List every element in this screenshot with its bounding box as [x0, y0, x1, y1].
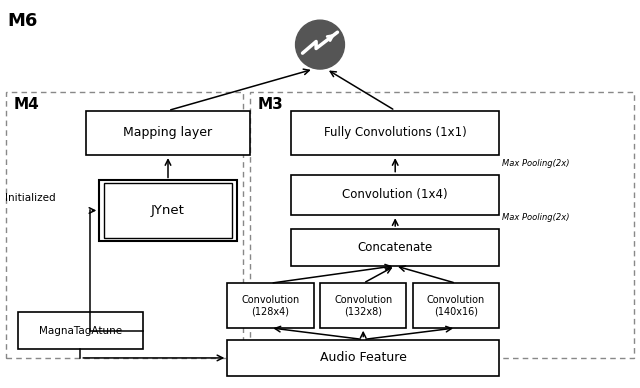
- FancyBboxPatch shape: [99, 180, 237, 241]
- FancyBboxPatch shape: [291, 175, 499, 215]
- FancyBboxPatch shape: [227, 340, 499, 376]
- Text: JYnet: JYnet: [151, 204, 185, 217]
- Text: Initialized: Initialized: [5, 193, 56, 203]
- Text: MagnaTagAtune: MagnaTagAtune: [39, 326, 122, 336]
- FancyBboxPatch shape: [291, 111, 499, 155]
- Text: Convolution
(128x4): Convolution (128x4): [241, 295, 300, 316]
- Text: M4: M4: [14, 97, 40, 112]
- FancyBboxPatch shape: [18, 312, 143, 349]
- Text: Fully Convolutions (1x1): Fully Convolutions (1x1): [324, 126, 467, 139]
- FancyBboxPatch shape: [320, 283, 406, 328]
- Bar: [250, 92, 634, 358]
- Text: M3: M3: [257, 97, 283, 112]
- Text: Max Pooling(2x): Max Pooling(2x): [502, 213, 570, 222]
- FancyBboxPatch shape: [291, 229, 499, 266]
- Text: Audio Feature: Audio Feature: [320, 352, 406, 364]
- Ellipse shape: [296, 20, 344, 69]
- Bar: [6, 92, 243, 358]
- Text: Concatenate: Concatenate: [358, 241, 433, 254]
- FancyBboxPatch shape: [86, 111, 250, 155]
- Text: Convolution
(132x8): Convolution (132x8): [334, 295, 392, 316]
- Text: Convolution (1x4): Convolution (1x4): [342, 189, 448, 201]
- Text: M6: M6: [8, 12, 38, 29]
- FancyBboxPatch shape: [413, 283, 499, 328]
- Text: Mapping layer: Mapping layer: [124, 126, 212, 139]
- FancyBboxPatch shape: [227, 283, 314, 328]
- Text: Max Pooling(2x): Max Pooling(2x): [502, 159, 570, 168]
- Text: Convolution
(140x16): Convolution (140x16): [427, 295, 485, 316]
